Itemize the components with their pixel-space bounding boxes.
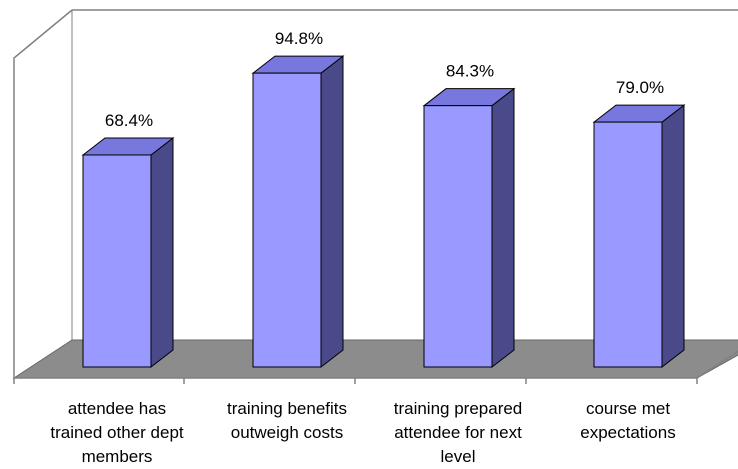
bar <box>593 121 663 368</box>
category-label: course met expectations <box>580 399 676 442</box>
x-axis <box>13 350 738 384</box>
side-wall <box>13 9 73 378</box>
chart-walls <box>13 9 738 378</box>
data-label: 94.8% <box>275 29 323 48</box>
data-label: 68.4% <box>105 111 153 130</box>
bar-side <box>491 87 515 369</box>
x-axis-depth-line <box>696 350 738 379</box>
data-label: 79.0% <box>616 78 664 97</box>
category-label: attendee has trained other dept members <box>50 399 184 466</box>
data-labels: 68.4% 94.8% 84.3% 79.0% <box>105 29 664 130</box>
bar <box>252 72 322 368</box>
data-label: 84.3% <box>446 62 494 81</box>
category-label: training prepared attendee for next leve… <box>393 399 523 466</box>
bar-side <box>320 55 344 369</box>
bar-side <box>150 136 174 369</box>
bars <box>81 55 686 369</box>
category-label: training benefits outweigh costs <box>226 399 348 442</box>
bar-side <box>661 104 685 369</box>
bar <box>82 154 152 368</box>
bar <box>423 105 493 368</box>
